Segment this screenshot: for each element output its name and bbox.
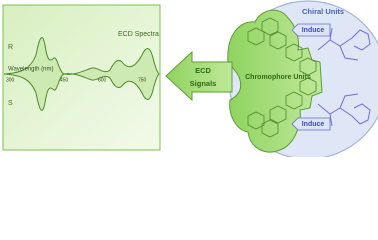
chromophore-shape [227,9,323,153]
s-label: S [8,100,13,107]
chromophore-label: Chromophore Units [245,74,311,81]
x-tick: 750 [138,77,147,83]
chiral-label: Chiral Units [302,7,344,16]
x-tick: 300 [6,77,15,83]
induce-label: Induce [302,27,325,34]
panel-title: ECD Spectra [118,31,159,38]
hexagons [247,17,317,138]
chiral-molecules [317,27,371,127]
r-label: R [8,44,13,51]
x-tick: 600 [98,77,107,83]
arrow-label: Signals [190,79,217,88]
figure: ECD Spectra R S Wavelength (nm) 300 450 … [2,0,378,157]
x-axis-label: Wavelength (nm) [8,67,53,73]
induce-label: Induce [302,121,325,128]
r-curve [3,37,160,75]
induce-box [291,23,331,37]
arrow-label: ECD [195,66,211,75]
s-curve [3,73,160,111]
induce-box [291,117,331,131]
x-tick: 450 [60,77,69,83]
signal-arrow [165,50,233,102]
